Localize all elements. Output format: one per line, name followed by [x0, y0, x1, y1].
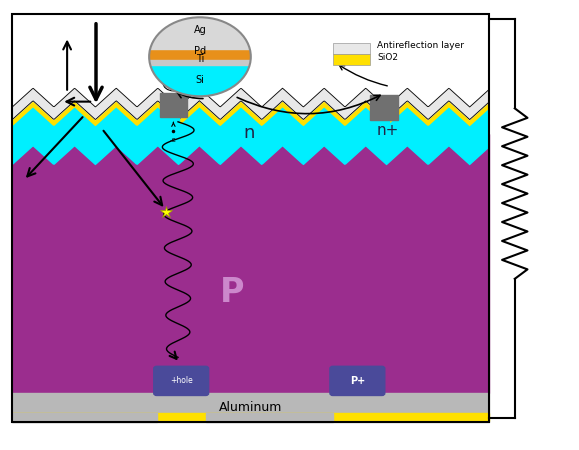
Bar [382, 413, 489, 423]
Polygon shape [12, 101, 489, 126]
Polygon shape [12, 101, 489, 164]
Text: Ti: Ti [196, 54, 204, 63]
Bar [160, 93, 187, 117]
Text: Ag: Ag [193, 25, 206, 35]
Text: ⊖: ⊖ [168, 76, 179, 88]
Bar [149, 60, 251, 65]
Text: P+: P+ [350, 376, 365, 386]
Text: +hole: +hole [170, 376, 193, 385]
Text: Aluminum: Aluminum [219, 401, 282, 414]
Bar [168, 113, 178, 144]
Bar [163, 124, 184, 147]
Circle shape [163, 75, 184, 91]
Bar [149, 13, 251, 49]
Bar [12, 414, 489, 422]
Bar [12, 413, 157, 423]
Bar [206, 413, 333, 423]
Text: Si: Si [196, 75, 204, 85]
Bar [12, 14, 489, 423]
Bar [12, 134, 489, 393]
FancyBboxPatch shape [330, 366, 385, 396]
Bar [371, 95, 398, 120]
FancyBboxPatch shape [154, 366, 208, 396]
Bar [379, 116, 390, 147]
Polygon shape [149, 57, 251, 96]
Text: -e: -e [170, 137, 177, 143]
Bar [333, 43, 371, 54]
Polygon shape [12, 88, 489, 120]
Bar [149, 49, 251, 60]
Text: n: n [243, 124, 255, 142]
Text: SiO2: SiO2 [378, 53, 398, 62]
Circle shape [149, 17, 251, 96]
Text: Antireflection layer: Antireflection layer [378, 41, 464, 50]
Bar [333, 54, 371, 65]
Text: Pd: Pd [194, 46, 206, 56]
Text: n+: n+ [376, 123, 399, 138]
Bar [12, 393, 489, 423]
Polygon shape [12, 146, 489, 393]
Text: P: P [219, 276, 244, 309]
